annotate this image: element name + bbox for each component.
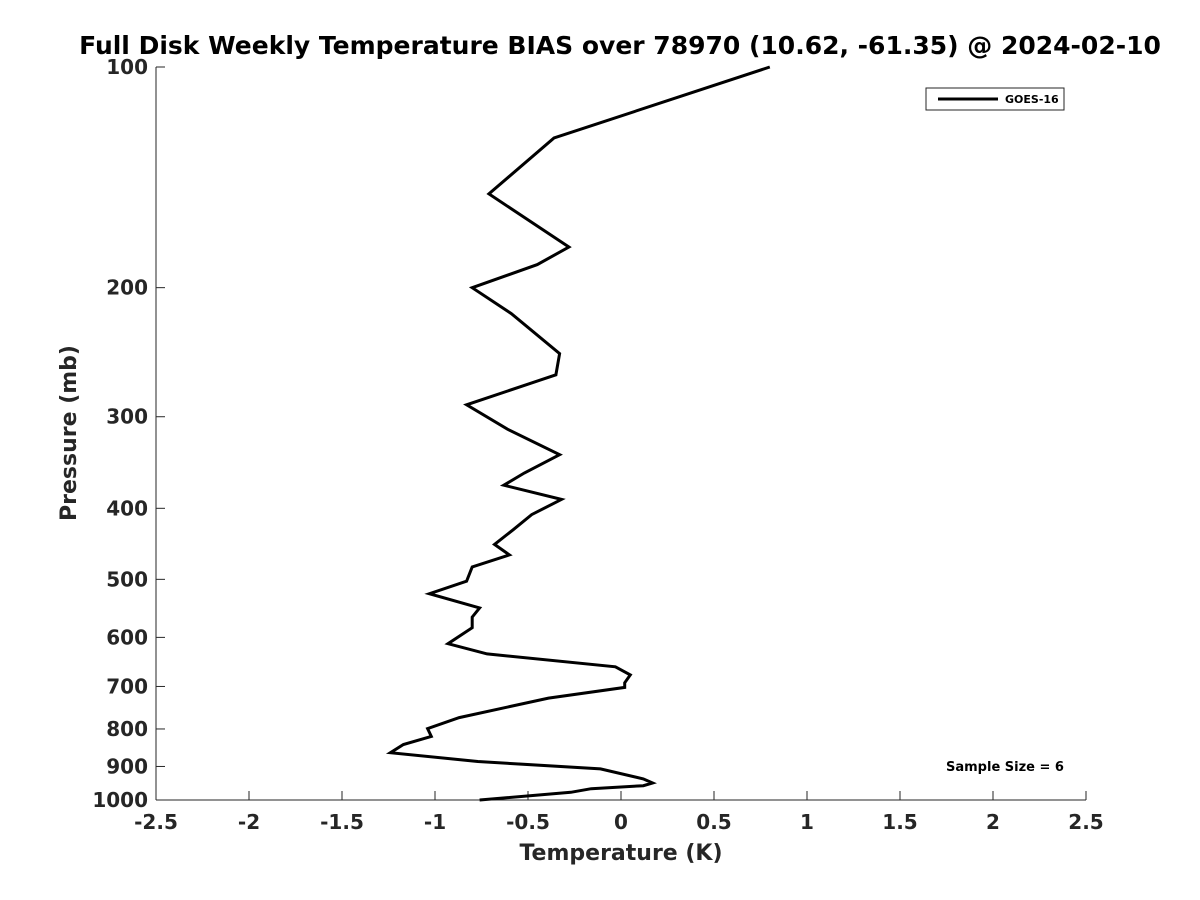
y-tick-label-3: 400 [106, 496, 148, 520]
y-tick-label-2: 300 [106, 405, 148, 429]
x-tick-label-0: -2.5 [134, 810, 178, 834]
y-tick-label-4: 500 [106, 567, 148, 591]
y-tick-label-5: 600 [106, 625, 148, 649]
x-ticks: -2.5 -2 -1.5 -1 -0.5 0 0.5 1 1.5 2 2.5 [134, 791, 1104, 834]
y-axis-label: Pressure (mb) [57, 345, 82, 521]
y-tick-label-1: 200 [106, 276, 148, 300]
x-tick-label-9: 2 [986, 810, 1000, 834]
y-tick-label-0: 100 [106, 55, 148, 79]
x-tick-label-4: -0.5 [506, 810, 550, 834]
plot-area [155, 67, 1086, 801]
y-ticks: 100 200 300 400 500 600 700 800 900 1000 [92, 55, 165, 812]
x-tick-label-10: 2.5 [1068, 810, 1103, 834]
series-layer [385, 65, 771, 802]
x-tick-label-1: -2 [238, 810, 260, 834]
x-tick-label-3: -1 [424, 810, 446, 834]
x-axis-label: Temperature (K) [519, 841, 722, 866]
x-tick-label-5: 0 [614, 810, 628, 834]
y-tick-label-8: 900 [106, 754, 148, 778]
x-tick-label-8: 1.5 [882, 810, 917, 834]
y-tick-label-7: 800 [106, 717, 148, 741]
legend-entry-goes-16: GOES-16 [1005, 93, 1059, 106]
chart-title: Full Disk Weekly Temperature BIAS over 7… [79, 31, 1161, 60]
x-tick-label-2: -1.5 [320, 810, 364, 834]
legend: GOES-16 [925, 87, 1065, 111]
sample-size-annotation: Sample Size = 6 [946, 760, 1064, 775]
y-tick-label-9: 1000 [92, 788, 148, 812]
x-tick-label-7: 1 [800, 810, 814, 834]
y-tick-label-6: 700 [106, 674, 148, 698]
x-tick-label-6: 0.5 [696, 810, 731, 834]
series-line-0 [385, 65, 771, 802]
